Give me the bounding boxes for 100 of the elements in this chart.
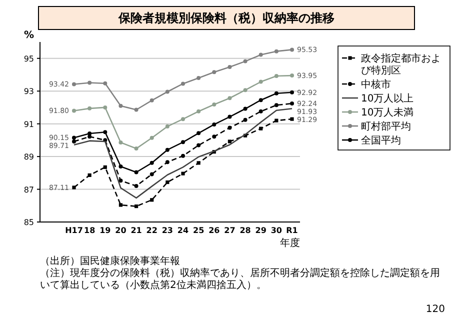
y-tick-label: 93 <box>24 87 34 96</box>
y-tick-label: 85 <box>24 218 34 227</box>
point <box>243 88 248 92</box>
point <box>72 82 76 86</box>
point <box>243 106 248 111</box>
point <box>88 173 92 177</box>
point <box>72 108 76 113</box>
point <box>118 164 123 169</box>
point <box>181 154 185 158</box>
point <box>243 118 248 122</box>
point <box>181 172 185 176</box>
point <box>212 102 216 107</box>
point <box>196 109 201 114</box>
x-axis-title: 年度 <box>280 237 300 249</box>
chart-title: 保険者規模別保険料（税）収納率の推移 <box>38 6 415 30</box>
point <box>228 114 232 119</box>
point <box>88 131 92 136</box>
point <box>196 161 200 165</box>
point <box>150 160 154 165</box>
point <box>118 203 123 207</box>
legend-label: 政令指定都市および特別区 <box>361 52 441 76</box>
point <box>88 80 92 85</box>
point <box>228 65 232 70</box>
point <box>274 49 278 54</box>
point <box>258 109 263 114</box>
point <box>103 165 107 169</box>
legend-label: 10万人未満 <box>361 106 414 118</box>
point <box>258 98 263 102</box>
point <box>290 102 294 106</box>
point <box>228 96 232 100</box>
y-tick-label: 95 <box>24 54 34 64</box>
point <box>103 81 108 86</box>
x-tick-label: 21 <box>130 226 142 235</box>
point <box>150 98 154 102</box>
point <box>228 126 232 130</box>
point <box>212 122 216 126</box>
line-series <box>73 108 293 199</box>
x-tick-label: 29 <box>255 226 267 235</box>
point <box>150 198 154 202</box>
point <box>290 48 294 52</box>
point <box>165 90 170 94</box>
point <box>165 148 170 152</box>
point <box>118 178 123 183</box>
legend-label: 10万人以上 <box>361 92 414 104</box>
x-tick-label: R1 <box>286 226 298 235</box>
point <box>150 136 154 140</box>
point <box>134 184 138 188</box>
point <box>72 139 76 144</box>
text: （出所）国民健康保険事業年報 <box>40 256 181 268</box>
legend-label: 全国平均 <box>361 134 401 146</box>
point <box>196 76 201 80</box>
x-tick-label: 27 <box>224 226 236 235</box>
point <box>165 160 170 164</box>
x-tick-label: H17 <box>65 226 83 235</box>
x-tick-label: 30 <box>270 226 282 235</box>
point <box>243 59 248 64</box>
legend-label: 中核市 <box>361 78 391 90</box>
x-tick-label: 26 <box>208 226 220 235</box>
point <box>118 140 123 144</box>
point <box>165 124 170 128</box>
point <box>196 143 201 148</box>
x-tick-label: 23 <box>162 226 173 235</box>
point <box>134 170 138 174</box>
point <box>88 106 92 110</box>
x-tick-label: 18 <box>84 226 96 235</box>
point <box>212 134 216 139</box>
x-tick-label: 25 <box>193 226 205 235</box>
point <box>103 130 108 134</box>
point <box>166 180 170 184</box>
y-tick-label: 87 <box>24 185 34 194</box>
text: 120 <box>424 304 445 316</box>
point <box>103 105 108 110</box>
point <box>274 91 278 96</box>
point <box>118 104 123 108</box>
point <box>150 172 154 176</box>
point <box>181 82 185 86</box>
point <box>181 117 185 122</box>
point <box>72 186 76 190</box>
y-tick-label: 89 <box>24 152 34 162</box>
point <box>72 136 76 140</box>
point <box>212 70 216 74</box>
point <box>181 140 185 144</box>
x-tick-label: 20 <box>115 226 127 235</box>
point <box>259 126 263 130</box>
point <box>258 52 263 57</box>
point <box>134 204 138 208</box>
point <box>196 131 201 136</box>
point <box>134 146 138 151</box>
y-axis-title: % <box>24 30 34 41</box>
point <box>274 103 278 108</box>
text: （注）現年度分の保険料（税）収納率であり、居所不明者分調定額を控除した調定額を用いて算出している（小数点第2位未満四捨五入）。 <box>40 268 440 292</box>
x-tick-label: 24 <box>177 226 189 235</box>
point <box>258 80 263 84</box>
y-tick-label: 91 <box>24 120 34 129</box>
point <box>290 90 294 94</box>
x-tick-label: 28 <box>240 226 252 235</box>
point <box>228 140 232 144</box>
point <box>290 117 294 121</box>
point <box>274 74 278 78</box>
point <box>274 118 278 122</box>
